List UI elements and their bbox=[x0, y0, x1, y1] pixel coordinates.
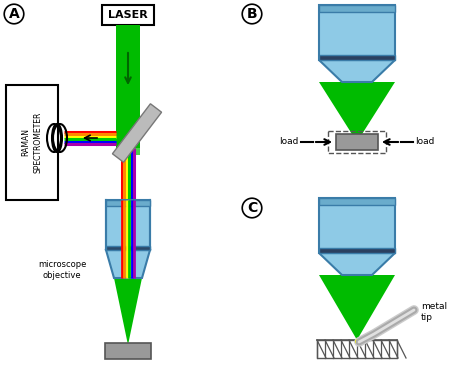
Text: load: load bbox=[415, 138, 434, 147]
Bar bbox=[102, 5, 154, 25]
Polygon shape bbox=[319, 5, 395, 12]
Polygon shape bbox=[319, 198, 395, 253]
Polygon shape bbox=[106, 246, 150, 250]
Polygon shape bbox=[319, 198, 395, 205]
Polygon shape bbox=[114, 278, 142, 345]
Text: RAMAN
SPECTROMETER: RAMAN SPECTROMETER bbox=[21, 112, 43, 173]
Text: A: A bbox=[9, 7, 19, 21]
Bar bbox=[317, 340, 397, 358]
Text: C: C bbox=[247, 201, 257, 215]
Polygon shape bbox=[319, 82, 395, 142]
Text: sample: sample bbox=[111, 346, 145, 355]
Text: microscope
objective: microscope objective bbox=[38, 259, 86, 280]
Polygon shape bbox=[319, 55, 395, 60]
Bar bbox=[328, 131, 386, 153]
Polygon shape bbox=[106, 250, 150, 278]
Bar bbox=[336, 134, 378, 150]
Polygon shape bbox=[319, 5, 395, 60]
Polygon shape bbox=[319, 253, 395, 275]
Bar bbox=[6, 85, 58, 200]
Text: LASER: LASER bbox=[108, 10, 148, 20]
Polygon shape bbox=[106, 200, 150, 206]
Bar bbox=[105, 343, 151, 359]
Polygon shape bbox=[106, 200, 150, 250]
Polygon shape bbox=[112, 104, 162, 162]
Polygon shape bbox=[319, 248, 395, 253]
Polygon shape bbox=[116, 148, 140, 155]
Polygon shape bbox=[319, 275, 395, 340]
Polygon shape bbox=[319, 60, 395, 82]
Text: B: B bbox=[246, 7, 257, 21]
Polygon shape bbox=[116, 25, 140, 148]
Text: metal
tip: metal tip bbox=[421, 302, 447, 322]
Text: load: load bbox=[280, 138, 299, 147]
